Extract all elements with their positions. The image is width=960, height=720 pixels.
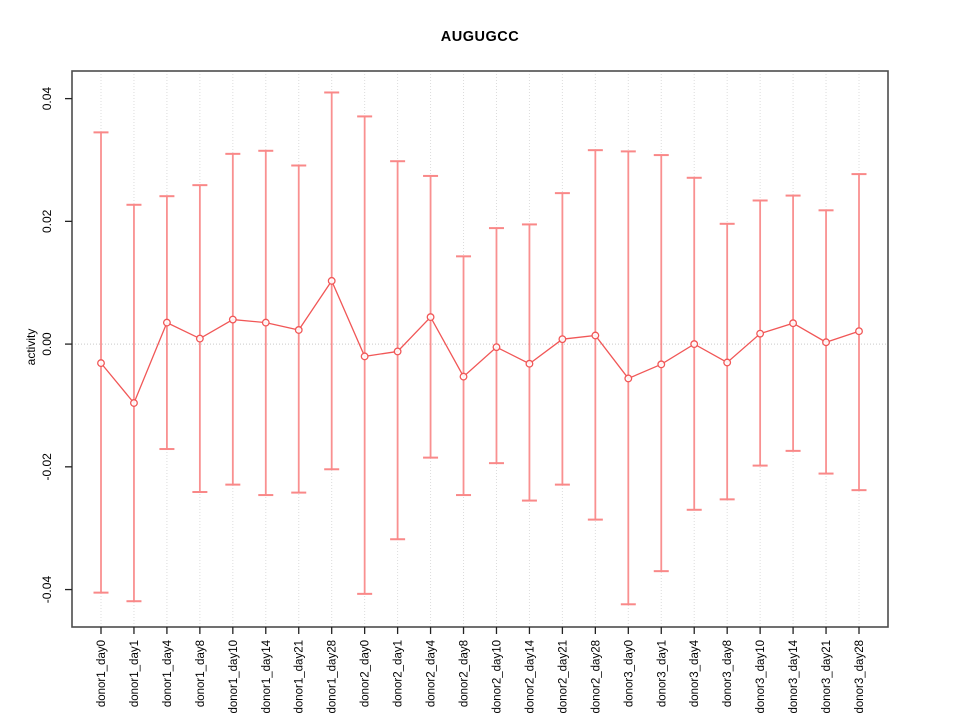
- data-point: [723, 358, 732, 367]
- data-point: [228, 315, 237, 324]
- x-tick-label: donor2_day14: [524, 639, 536, 713]
- y-tick-label: 0.04: [40, 87, 54, 111]
- x-tick-label: donor3_day14: [788, 639, 800, 713]
- x-tick-label: donor1_day14: [261, 639, 273, 713]
- data-point: [789, 319, 798, 328]
- x-tick-label: donor3_day8: [722, 640, 734, 707]
- data-point: [525, 359, 534, 368]
- y-tick-label: 0.00: [40, 332, 54, 356]
- data-point: [459, 372, 468, 381]
- x-tick-label: donor3_day1: [656, 640, 668, 707]
- x-tick-label: donor3_day21: [821, 640, 833, 714]
- data-point: [558, 335, 567, 344]
- data-point: [492, 343, 501, 352]
- data-point: [97, 359, 105, 368]
- x-tick-label: donor1_day4: [162, 639, 174, 707]
- x-tick-label: donor1_day1: [129, 640, 141, 707]
- data-point: [657, 360, 666, 369]
- data-point: [130, 399, 138, 407]
- x-tick-label: donor1_day8: [195, 640, 207, 707]
- x-tick-label: donor1_day10: [228, 640, 240, 714]
- data-point: [195, 334, 204, 343]
- x-tick-label: donor2_day28: [590, 640, 602, 714]
- x-tick-label: donor3_day28: [854, 640, 866, 714]
- y-tick-label: 0.02: [40, 209, 54, 233]
- data-point: [327, 276, 336, 285]
- x-tick-label: donor1_day21: [294, 640, 306, 714]
- chart-title: AUGUGCC: [440, 29, 520, 45]
- data-point: [162, 318, 171, 327]
- x-tick-label: donor1_day28: [327, 640, 339, 714]
- y-tick-label: -0.04: [40, 576, 54, 604]
- data-point: [360, 352, 369, 361]
- x-tick-label: donor2_day4: [426, 639, 438, 707]
- y-axis-title: activity: [24, 328, 38, 366]
- x-tick-label: donor3_day4: [689, 639, 701, 707]
- data-point: [855, 327, 863, 336]
- x-tick-label: donor2_day0: [360, 640, 372, 707]
- data-point: [624, 374, 633, 383]
- plot-border: [71, 70, 889, 628]
- data-point: [690, 340, 699, 349]
- y-tick-label: -0.02: [40, 453, 54, 481]
- x-tick-label: donor2_day8: [459, 640, 471, 707]
- x-tick-label: donor1_day0: [96, 640, 108, 707]
- series-line: [100, 279, 860, 405]
- x-tick-label: donor3_day10: [755, 640, 767, 714]
- x-tick-label: donor2_day10: [491, 640, 503, 714]
- data-point: [393, 347, 402, 356]
- x-tick-label: donor2_day1: [393, 640, 405, 707]
- data-point: [756, 329, 765, 338]
- data-point: [294, 326, 303, 334]
- data-point: [261, 318, 270, 327]
- x-tick-label: donor2_day21: [557, 640, 569, 714]
- x-tick-label: donor3_day0: [623, 640, 635, 707]
- data-point: [426, 313, 435, 322]
- data-point: [822, 338, 830, 347]
- data-point: [591, 331, 600, 340]
